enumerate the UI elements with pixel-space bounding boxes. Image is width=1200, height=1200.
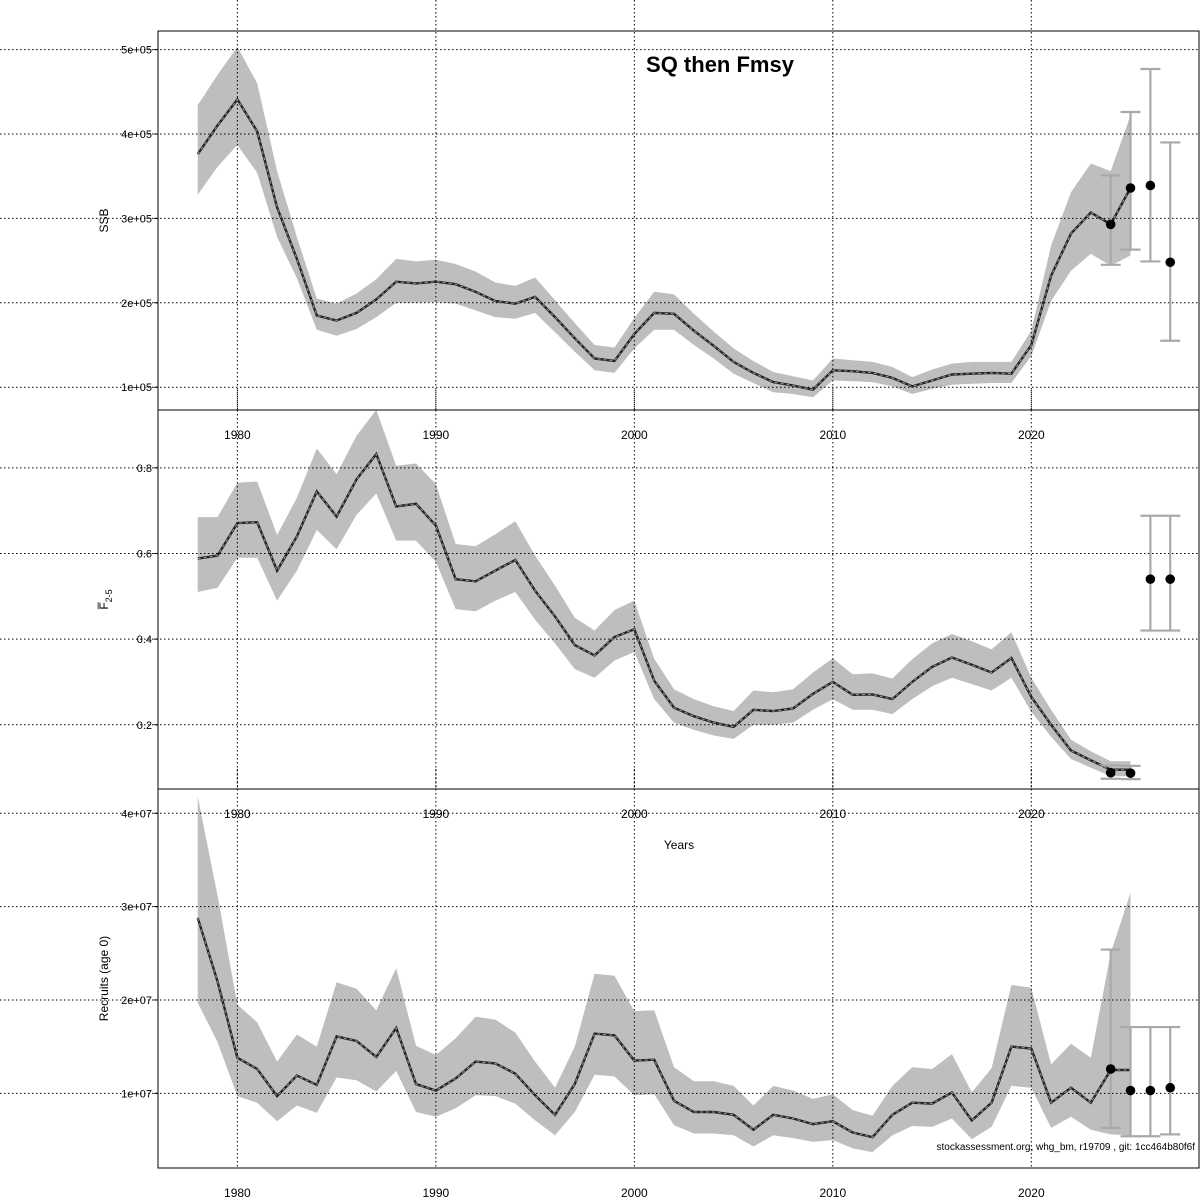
fbar-yaxis-label-subscript: 2-5	[104, 589, 114, 602]
fbar-ytick-label: 0.2	[137, 720, 152, 732]
recruits-ytick-label: 1e+07	[121, 1088, 152, 1100]
fbar-forecast-point	[1125, 768, 1136, 778]
recruits-xtick-label: 1990	[423, 1186, 450, 1200]
recruits-yaxis-label: Recruits (age 0)	[97, 936, 111, 1021]
fbar-estimate-line-dash	[197, 453, 1131, 771]
ssb-forecast-point	[1125, 183, 1136, 193]
recruits-xtick-label: 1980	[224, 1186, 251, 1200]
fbar-forecast-point	[1105, 767, 1116, 778]
fbar-panel: 1980 1990 2000 2010 20200.20.40.60.8YearsF̅2…	[0, 390, 1200, 852]
recruits-panel-frame	[157, 788, 1200, 1169]
fbar-yaxis-label: F̅2-5	[97, 589, 114, 609]
recruits-ytick-label: 2e+07	[121, 995, 152, 1007]
ssb-ytick-label: 3e+05	[121, 213, 152, 225]
ssb-panel: 1980 1990 2000 2010 20201e+052e+053e+054e+05…	[0, 0, 1200, 442]
ssb-ytick-label: 2e+05	[121, 298, 152, 310]
ssb-ytick-label: 4e+05	[121, 129, 152, 141]
recruits-xtick-label: 2020	[1018, 1186, 1045, 1200]
recruits-panel: 1980 1990 2000 2010 2020 1e+07 2e+07 3e+07 4e+07…	[0, 769, 1200, 1200]
fbar-ytick-label: 0.8	[137, 463, 152, 475]
fbar-ytick-label: 0.6	[137, 548, 152, 560]
recruits-xtick-label: 2000	[621, 1186, 648, 1200]
ssb-ytick-label: 1e+05	[121, 382, 152, 394]
ssb-estimate-line-dash	[197, 98, 1131, 391]
recruits-ytick-label: 4e+07	[121, 808, 152, 820]
fbar-forecast-point	[1165, 574, 1176, 584]
fbar-ytick-label: 0.4	[137, 634, 152, 646]
fbar-xaxis-label: Years	[664, 838, 694, 852]
ssb-ytick-label: 5e+05	[121, 45, 152, 57]
recruits-forecast-point	[1145, 1085, 1156, 1096]
footer-credit: stockassessment.org, whg_bm, r19709 , gi…	[937, 1142, 1196, 1153]
fbar-confidence-band	[197, 410, 1131, 777]
ssb-estimate-line	[196, 97, 1132, 392]
chart-title: SQ then Fmsy	[646, 52, 795, 77]
recruits-forecast-point	[1105, 1064, 1116, 1074]
ssb-yaxis-label: SSB	[97, 208, 111, 232]
recruits-forecast-point	[1165, 1082, 1176, 1093]
ssb-forecast-point	[1145, 180, 1156, 191]
ssb-confidence-band	[197, 47, 1131, 398]
recruits-estimate-line-dash	[197, 917, 1131, 1138]
recruits-ytick-label: 3e+07	[121, 902, 152, 914]
ssb-panel-frame	[157, 30, 1200, 411]
recruits-xtick-label: 2010	[819, 1186, 846, 1200]
recruits-confidence-band	[197, 796, 1131, 1153]
ssb-forecast-point	[1165, 257, 1176, 268]
fbar-forecast-point	[1145, 574, 1156, 584]
ssb-forecast-point	[1105, 219, 1116, 230]
recruits-forecast-point	[1125, 1085, 1136, 1096]
